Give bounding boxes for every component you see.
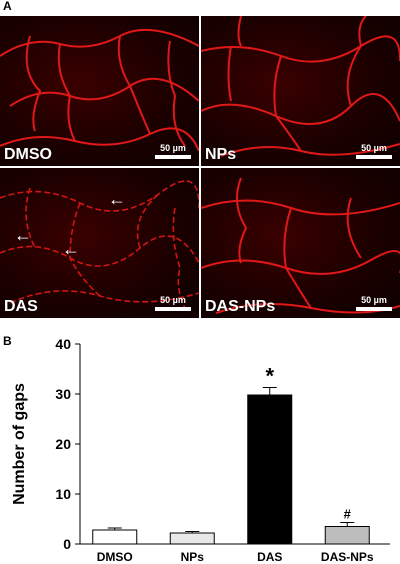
y-tick-label: 20: [55, 436, 71, 452]
bar: [324, 526, 370, 545]
y-tick-label: 10: [55, 486, 71, 502]
condition-label: NPs: [205, 146, 237, 163]
micrograph-dmso: DMSO 50 µm: [0, 16, 199, 166]
condition-label: DAS-NPs: [205, 298, 276, 315]
scale-bar: [155, 307, 191, 311]
cell-membrane-stain: [201, 16, 400, 157]
cell-membrane-stain: [0, 28, 199, 152]
scale-bar-label: 50 µm: [160, 143, 186, 153]
condition-label: DMSO: [4, 146, 52, 163]
condition-label: DAS: [4, 298, 38, 315]
x-tick-label: NPs: [181, 550, 205, 564]
panel-a-label: A: [3, 0, 12, 13]
gap-count-bar-chart: 0 10 20 30 40 Number of gaps DMSO NPs * DAS # DAS-N…: [11, 336, 390, 564]
micrograph-nps: NPs 50 µm: [201, 16, 400, 166]
gap-arrow: ←: [108, 189, 126, 209]
micrograph-grid: DMSO 50 µm NPs 50 µm: [0, 16, 400, 318]
panel-b-label: B: [3, 334, 12, 348]
y-axis-label: Number of gaps: [11, 383, 28, 505]
scale-bar-label: 50 µm: [160, 295, 186, 305]
bar: [92, 529, 138, 545]
x-tick-label: DAS: [257, 550, 282, 564]
y-tick-label: 30: [55, 386, 71, 402]
scale-bar: [356, 307, 392, 311]
x-tick-label: DMSO: [97, 550, 133, 564]
significance-marker: #: [344, 507, 352, 522]
micrograph-das-nps: DAS-NPs 50 µm: [201, 168, 400, 318]
scale-bar: [356, 155, 392, 159]
y-tick-label: 0: [63, 536, 71, 552]
gap-arrow: ←: [14, 225, 32, 245]
x-tick-label: DAS-NPs: [321, 550, 374, 564]
scale-bar-label: 50 µm: [361, 143, 387, 153]
scale-bar: [155, 155, 191, 159]
scale-bar-label: 50 µm: [361, 295, 387, 305]
cell-membrane-stain: [201, 177, 400, 314]
bar: [169, 532, 215, 545]
y-tick-label: 40: [55, 336, 71, 352]
cell-membrane-stain: [0, 180, 199, 309]
gap-arrow: ←: [62, 239, 80, 259]
bar: [247, 394, 293, 545]
micrograph-das: ← ← ← DAS 50 µm: [0, 168, 199, 318]
significance-marker: *: [265, 364, 274, 389]
